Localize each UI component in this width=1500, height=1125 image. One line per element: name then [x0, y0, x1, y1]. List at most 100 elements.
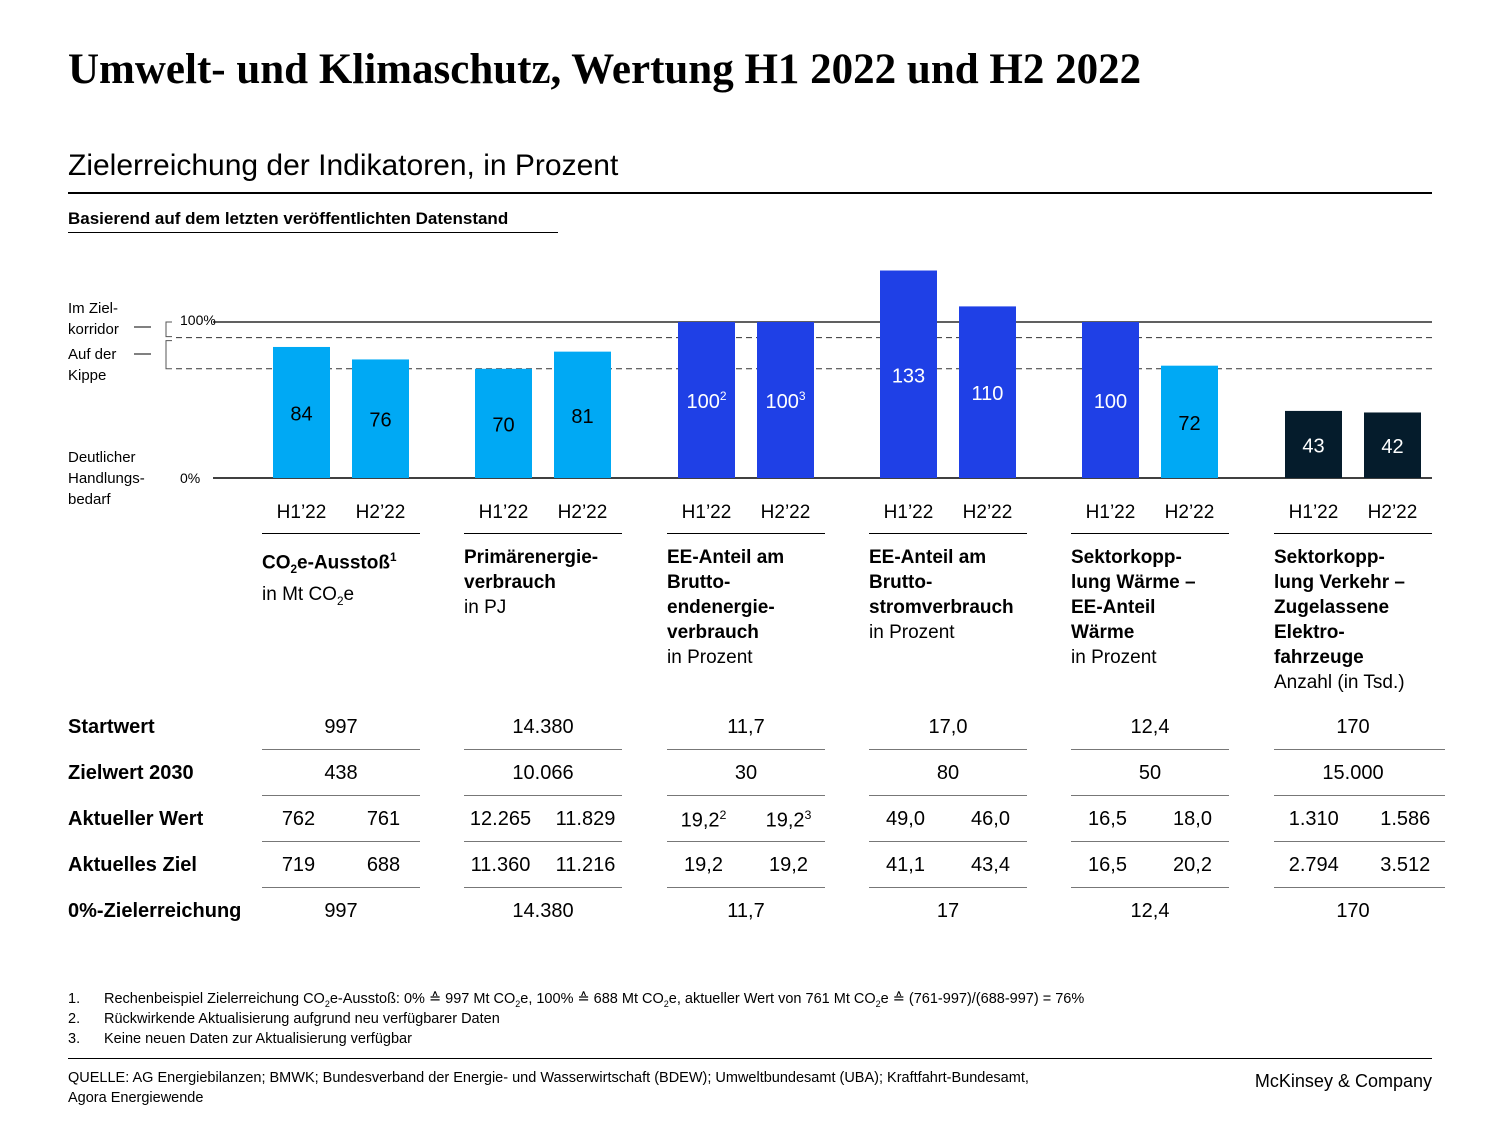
table-cell: 50 [1138, 762, 1162, 784]
table-cell: 997 [324, 716, 358, 738]
category-title-line: verbrauch [464, 572, 556, 593]
table-cell: 41,1 [886, 854, 925, 876]
y-tick-100: 100% [180, 312, 216, 328]
brand-logo: McKinsey & Company [1254, 1071, 1432, 1091]
bar-label-0-1: 76 [369, 410, 391, 432]
basis-underline [68, 232, 558, 233]
table-cell: 1.310 [1288, 808, 1339, 830]
table-cell: 15.000 [1322, 762, 1384, 784]
category-label: Sektorkopp-lung Wärme – EE-Anteil Wärme in … [1071, 545, 1251, 670]
table-cell: 30 [734, 762, 758, 784]
footnote-number: 2. [68, 1011, 81, 1027]
table-row-rule [667, 887, 825, 888]
table-row-label: Startwert [68, 716, 155, 738]
table-cell: 3.512 [1380, 854, 1431, 876]
bar-1-0 [475, 368, 532, 478]
table-cell: 761 [366, 808, 401, 830]
category-label: Sektorkopp-lung Verkehr – Zugelassene Elek… [1274, 545, 1454, 695]
table-row-rule [1274, 749, 1445, 750]
bar-chart: 84H1’2270H1’221002H1’22133H1’22100H1’224… [134, 270, 1432, 523]
footnote: 2. Rückwirkende Aktualisierung aufgrund n… [68, 1009, 500, 1029]
table-cell: 688 [366, 854, 401, 876]
category-title-line: Elektro- [1274, 622, 1345, 643]
bar-label-3-0: 133 [892, 365, 925, 387]
bar-label-5-1: 42 [1381, 436, 1403, 458]
table-row-label: Aktuelles Ziel [68, 854, 197, 876]
category-label: CO2e-Ausstoß1 in Mt CO2e [262, 545, 442, 614]
bar-2-0 [678, 322, 735, 478]
table-cell: 14.380 [512, 900, 574, 922]
footnote: 3. Keine neuen Daten zur Aktualisierung v… [68, 1029, 412, 1049]
table-cell: 17 [936, 900, 960, 922]
footnote-number: 3. [68, 1031, 81, 1047]
table-row-rule [1071, 841, 1229, 842]
category-underline [869, 533, 1027, 534]
footnote-text: Rückwirkende Aktualisierung aufgrund neu… [104, 1011, 500, 1027]
table-cell: 12,4 [1130, 716, 1170, 738]
table-cell: 17,0 [928, 716, 968, 738]
y-tick-0: 0% [180, 470, 201, 486]
category-title-line: lung Verkehr – [1274, 572, 1405, 593]
category-title-line: Primärenergie- [464, 547, 599, 568]
category-title-line: EE-Anteil [1071, 597, 1156, 618]
category-label: EE-Anteil am Brutto-stromverbrauch in Proz… [869, 545, 1049, 645]
table-cell: 20,2 [1173, 854, 1212, 876]
x-tick-label-0-0: H1’22 [277, 502, 327, 523]
table-cell: 762 [281, 808, 316, 830]
table-cell: 16,5 [1088, 854, 1127, 876]
category-title-line: EE-Anteil am [667, 547, 785, 568]
category-title-line: fahrzeuge [1274, 647, 1364, 668]
table-cell: 18,0 [1173, 808, 1212, 830]
bar-label-3-1: 110 [972, 383, 1004, 405]
legend-kippe-line1: Auf der [68, 346, 117, 363]
category-title-line: lung Wärme – [1071, 572, 1196, 593]
table-cell: 11.360 [470, 854, 531, 876]
x-tick-label-2-0: H1’22 [682, 502, 732, 523]
table-row-rule [1274, 887, 1445, 888]
legend-handlungsbedarf-line1: Deutlicher [68, 449, 136, 466]
x-tick-label-4-0: H1’22 [1086, 502, 1136, 523]
source-note: QUELLE: AG Energiebilanzen; BMWK; Bundes… [68, 1070, 1029, 1106]
table-cell: 19,2 [684, 854, 723, 876]
table-cell: 997 [324, 900, 358, 922]
table-row-rule [1274, 795, 1445, 796]
footnote-text: Keine neuen Daten zur Aktualisierung ver… [104, 1031, 412, 1047]
table-row-rule [1071, 749, 1229, 750]
bar-3-0 [880, 270, 937, 478]
table-cell: 719 [281, 854, 316, 876]
legend-zielkorridor-line1: Im Ziel- [68, 300, 118, 317]
table-row-rule [262, 887, 420, 888]
footnote: 1. Rechenbeispiel Zielerreichung CO2e-Aus… [68, 989, 1084, 1014]
category-label: Primärenergie-verbrauch in PJ [464, 545, 644, 620]
table-cell: 11.216 [555, 854, 616, 876]
table-cell: 16,5 [1088, 808, 1127, 830]
table-row-rule [464, 841, 622, 842]
category-title-line: Brutto- [869, 572, 933, 593]
bar-0-0 [273, 346, 330, 478]
table-cell: 170 [1336, 900, 1370, 922]
table-cell: 14.380 [512, 716, 574, 738]
category-label: EE-Anteil am Brutto-endenergie-verbrauch i… [667, 545, 847, 670]
x-tick-label-5-1: H2’22 [1368, 502, 1418, 523]
legend-handlungsbedarf-line3: bedarf [68, 491, 111, 508]
category-title-line: CO2e-Ausstoß1 [262, 551, 397, 577]
legend-kippe: Auf der Kippe [68, 344, 116, 386]
table-cell: 43,4 [971, 854, 1010, 876]
x-tick-label-0-1: H2’22 [356, 502, 406, 523]
bar-3-1 [959, 306, 1016, 478]
table-row-label: 0%-Zielerreichung [68, 900, 242, 922]
table-row-label: Zielwert 2030 [68, 762, 194, 784]
table-row-rule [1274, 841, 1445, 842]
legend-zielkorridor: Im Ziel- korridor [68, 298, 119, 340]
bar-label-4-1: 72 [1178, 413, 1200, 435]
table-row-rule [869, 887, 1027, 888]
bar-label-4-0: 100 [1094, 391, 1127, 413]
legend-handlungsbedarf-line2: Handlungs- [68, 470, 145, 487]
table-cell: 12.265 [469, 808, 532, 830]
table-cell: 19,22 [680, 808, 727, 832]
table-cell: 11,7 [727, 716, 765, 738]
x-tick-label-3-1: H2’22 [963, 502, 1013, 523]
category-title-line: stromverbrauch [869, 597, 1014, 618]
category-underline [1071, 533, 1229, 534]
bar-1-1 [554, 351, 611, 478]
